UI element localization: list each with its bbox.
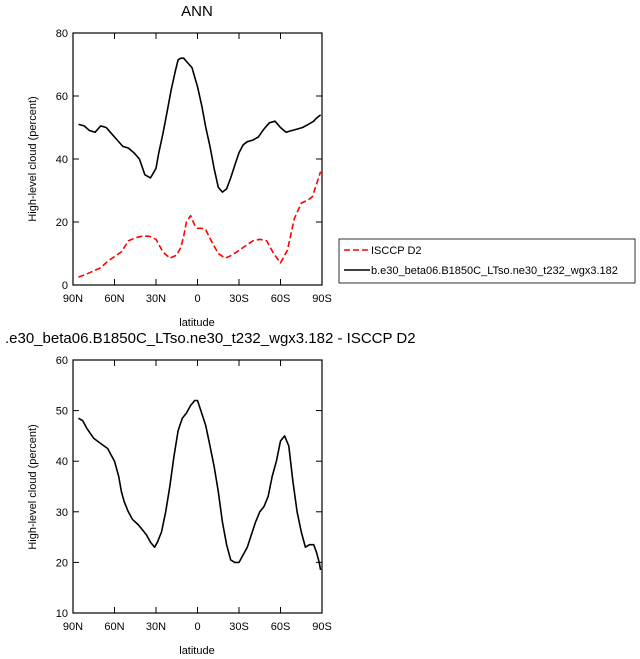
x-tick-label: 30S [229,621,249,633]
y-tick-label: 50 [56,406,68,418]
bottom-x-axis-label: latitude [179,645,214,657]
bottom-x-ticks: 90N 60N 30N 0 30S 60S 90S [63,360,332,633]
top-x-ticks: 90N 60N 30N 0 30S 60S 90S [63,33,332,305]
bottom-plot-frame [72,359,323,614]
x-tick-label: 60S [271,293,291,305]
top-y-ticks: 0 20 40 60 80 [56,28,322,292]
x-tick-label: 90S [312,293,332,305]
y-tick-label: 40 [56,154,68,166]
x-tick-label: 90S [312,621,332,633]
series-line-1 [78,57,322,193]
y-tick-label: 60 [56,91,68,103]
x-tick-label: 90N [63,621,83,633]
x-tick-label: 60S [271,621,291,633]
top-plot-frame [72,32,323,286]
top-panel: ANN 0 20 40 60 80 90N 60N 30N 0 30S 60S 90S latitu… [27,3,636,329]
x-tick-label: 90N [63,293,83,305]
bottom-series-lines [78,399,322,571]
bottom-panel: .e30_beta06.B1850C_LTso.ne30_t232_wgx3.1… [5,330,416,657]
bottom-y-ticks: 10 20 30 40 50 60 [56,355,322,620]
x-tick-label: 0 [194,293,200,305]
y-tick-label: 80 [56,28,68,40]
y-tick-label: 0 [62,280,68,292]
x-tick-label: 60N [104,621,124,633]
y-tick-label: 10 [56,608,68,620]
x-tick-label: 0 [194,621,200,633]
y-tick-label: 60 [56,355,68,367]
y-tick-label: 20 [56,217,68,229]
y-tick-label: 20 [56,557,68,569]
legend-box [338,238,636,284]
legend-label-isccp: ISCCP D2 [371,245,422,257]
series-line-0 [78,399,322,571]
x-tick-label: 30N [146,621,166,633]
bottom-chart-title: .e30_beta06.B1850C_LTso.ne30_t232_wgx3.1… [5,330,416,347]
y-tick-label: 40 [56,456,68,468]
legend: ISCCP D2 b.e30_beta06.B1850C_LTso.ne30_t… [338,238,636,284]
top-y-axis-label: High-level cloud (percent) [27,96,39,221]
y-tick-label: 30 [56,507,68,519]
top-series-lines [78,57,322,278]
series-line-0 [78,171,322,278]
top-chart-title: ANN [181,3,213,20]
x-tick-label: 30N [146,293,166,305]
top-x-axis-label: latitude [179,317,214,329]
x-tick-label: 30S [229,293,249,305]
x-tick-label: 60N [104,293,124,305]
legend-label-model: b.e30_beta06.B1850C_LTso.ne30_t232_wgx3.… [371,265,618,277]
bottom-y-axis-label: High-level cloud (percent) [27,424,39,549]
